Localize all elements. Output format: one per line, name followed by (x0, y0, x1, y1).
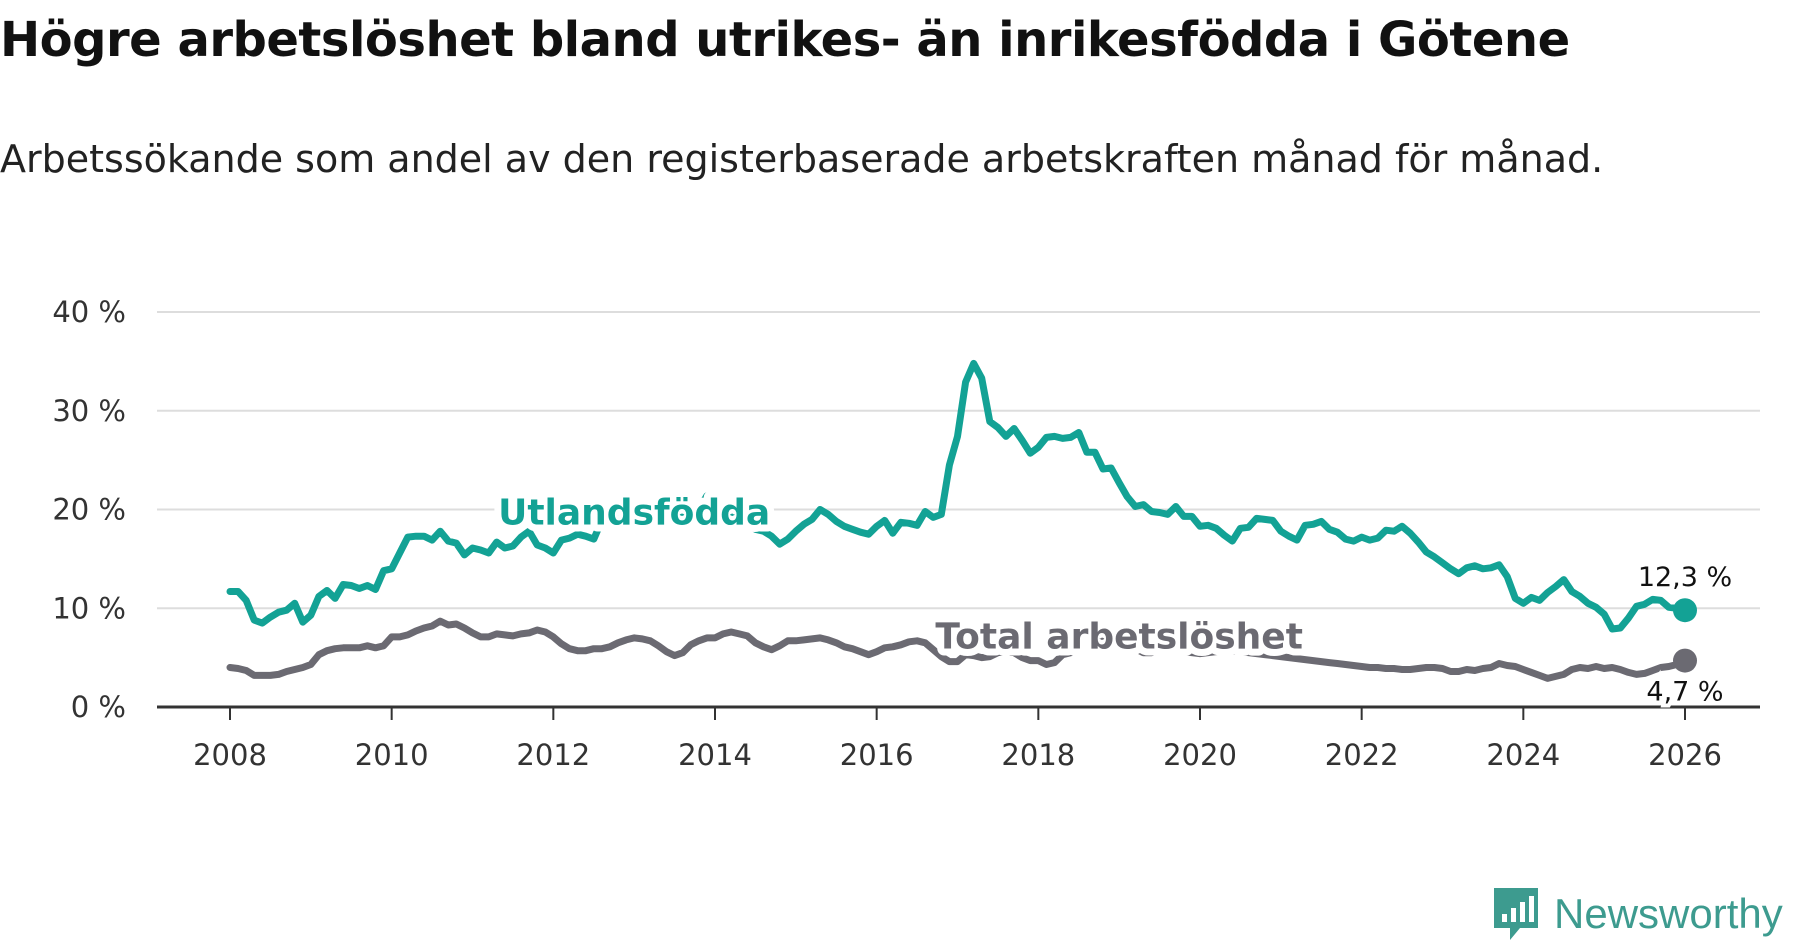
series-line-total (226, 617, 1689, 682)
series-end-dot (1673, 598, 1697, 623)
brand-logo: Newsworthy (1492, 886, 1783, 942)
x-tick-label: 2018 (1001, 738, 1075, 772)
y-tick-label: 30 % (52, 394, 126, 428)
series-lines (226, 359, 1697, 682)
series-end-label: 4,7 % (1646, 677, 1723, 708)
series-label: Total arbetslöshet (935, 617, 1303, 658)
x-tick-label: 2016 (840, 738, 914, 772)
y-tick-label: 20 % (52, 493, 126, 527)
series-end-dot (1673, 648, 1697, 673)
x-tick-label: 2026 (1648, 738, 1722, 772)
y-tick-label: 40 % (52, 295, 126, 329)
series-end-label: 12,3 % (1638, 562, 1732, 593)
x-tick-label: 2022 (1325, 738, 1399, 772)
x-tick-label: 2024 (1486, 738, 1560, 772)
y-tick-label: 10 % (52, 591, 126, 625)
newsworthy-logo-icon (1494, 888, 1538, 940)
x-tick-label: 2008 (193, 738, 267, 772)
x-tick-label: 2012 (516, 738, 590, 772)
series-labels: Utlandsfödda 12,3 % Total arbetslöshet 4,7 … (491, 485, 1736, 711)
x-tick-label: 2014 (678, 738, 752, 772)
y-tick-label: 0 % (71, 690, 126, 724)
series-label: Utlandsfödda (498, 492, 770, 533)
x-tick-label: 2010 (355, 738, 429, 772)
x-axis: 2008 2010 2012 2014 2016 2018 2020 2022 2024 2026 (157, 705, 1760, 772)
brand-name: Newsworthy (1554, 890, 1783, 937)
x-tick-label: 2020 (1163, 738, 1237, 772)
y-axis-ticks: 0 % 10 % 20 % 30 % 40 % (52, 295, 126, 724)
series-line-utlandsfodda (226, 359, 1689, 633)
chart-title: Högre arbetslöshet bland utrikes- än inr… (0, 12, 1570, 68)
chart-subtitle: Arbetssökande som andel av den registerb… (0, 137, 1604, 181)
